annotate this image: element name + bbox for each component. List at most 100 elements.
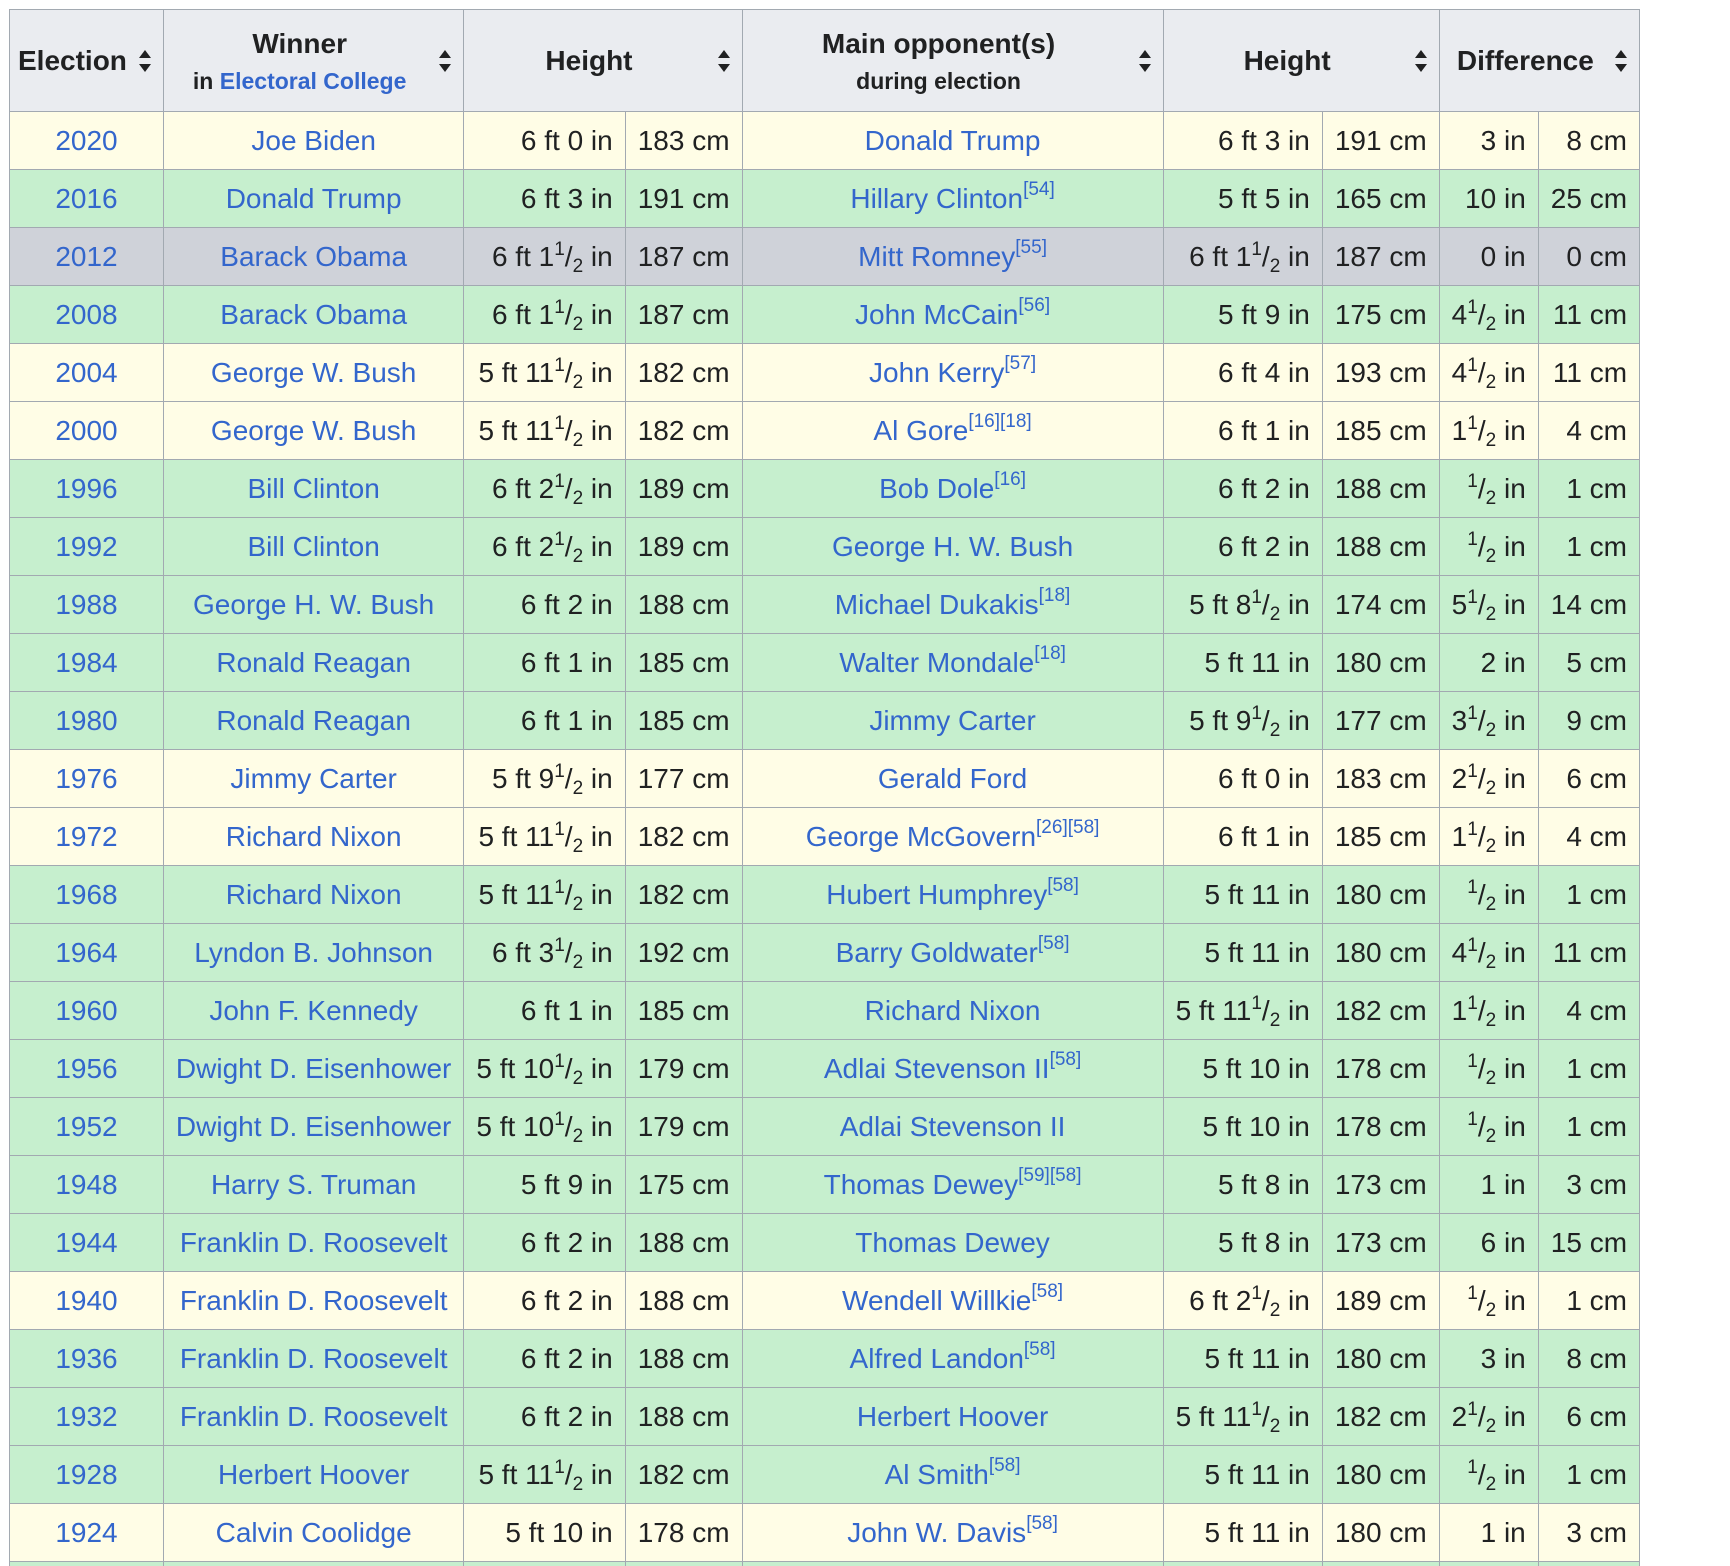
winner-link[interactable]: Richard Nixon [225,820,402,852]
reference-link[interactable]: [58] [1023,1338,1056,1360]
col-header-opponent-height[interactable]: Height [1162,9,1440,112]
election-year-link[interactable]: 2004 [55,356,118,388]
winner-link[interactable]: Lyndon B. Johnson [194,936,433,968]
opponent-link[interactable]: Adlai Stevenson II [823,1052,1050,1084]
reference-link[interactable]: [58] [1037,932,1070,954]
election-year-link[interactable]: 1924 [55,1516,118,1548]
reference-link[interactable]: [26][58] [1036,816,1100,838]
reference-link[interactable]: [16] [994,468,1026,490]
reference-link[interactable]: [58] [1049,1048,1082,1070]
winner-link[interactable]: Ronald Reagan [216,704,411,736]
opponent-link[interactable]: George McGovern [805,820,1037,852]
opponent-link[interactable]: John Kerry [869,356,1005,388]
election-year-link[interactable]: 2012 [55,240,118,272]
opponent-link[interactable]: Thomas Dewey [855,1226,1050,1258]
col-header-winner[interactable]: Winner in Electoral College [162,9,465,112]
winner-link[interactable]: Richard Nixon [225,878,402,910]
opponent-link[interactable]: Richard Nixon [864,994,1041,1026]
col-header-winner-height[interactable]: Height [463,9,743,112]
winner-link[interactable]: Dwight D. Eisenhower [175,1110,452,1142]
opponent-link[interactable]: Barry Goldwater [835,936,1038,968]
opponent-link[interactable]: Michael Dukakis [834,588,1039,620]
sort-arrows-icon[interactable] [137,48,153,74]
election-year-link[interactable]: 1936 [55,1342,118,1374]
election-year-link[interactable]: 1972 [55,820,118,852]
election-year-link[interactable]: 1948 [55,1168,118,1200]
election-year-link[interactable]: 2000 [55,414,118,446]
opponent-link[interactable]: John McCain [855,298,1019,330]
opponent-link[interactable]: Al Smith [884,1458,989,1490]
opponent-link[interactable]: Wendell Willkie [842,1284,1032,1316]
election-year-link[interactable]: 2008 [55,298,118,330]
winner-link[interactable]: Franklin D. Roosevelt [179,1342,448,1374]
election-year-link[interactable]: 1976 [55,762,118,794]
election-year-link[interactable]: 1992 [55,530,118,562]
election-year-link[interactable]: 1940 [55,1284,118,1316]
election-year-link[interactable]: 1984 [55,646,118,678]
winner-link[interactable]: Calvin Coolidge [215,1516,412,1548]
reference-link[interactable]: [16][18] [968,410,1032,432]
winner-link[interactable]: Barack Obama [220,240,408,272]
winner-link[interactable]: Joe Biden [251,124,376,156]
election-year-link[interactable]: 1964 [55,936,118,968]
winner-link[interactable]: Dwight D. Eisenhower [175,1052,452,1084]
election-year-link[interactable]: 1932 [55,1400,118,1432]
col-header-election[interactable]: Election [9,9,164,112]
winner-link[interactable]: George W. Bush [210,356,417,388]
winner-link[interactable]: Ronald Reagan [216,646,411,678]
election-year-link[interactable]: 1952 [55,1110,118,1142]
election-year-link[interactable]: 1928 [55,1458,118,1490]
election-year-link[interactable]: 1944 [55,1226,118,1258]
reference-link[interactable]: [54] [1023,178,1055,200]
opponent-link[interactable]: Adlai Stevenson II [839,1110,1066,1142]
opponent-link[interactable]: Thomas Dewey [823,1168,1019,1200]
opponent-link[interactable]: Walter Mondale [839,646,1035,678]
opponent-link[interactable]: Jimmy Carter [869,704,1036,736]
opponent-link[interactable]: Bob Dole [879,472,995,504]
election-year-link[interactable]: 1968 [55,878,118,910]
election-year-link[interactable]: 1956 [55,1052,118,1084]
reference-link[interactable]: [58] [988,1454,1021,1476]
opponent-link[interactable]: Hillary Clinton [850,182,1024,214]
election-year-link[interactable]: 1996 [55,472,118,504]
opponent-link[interactable]: Herbert Hoover [856,1400,1049,1432]
sort-arrows-icon[interactable] [1137,48,1153,74]
opponent-link[interactable]: Gerald Ford [877,762,1028,794]
winner-link[interactable]: Harry S. Truman [210,1168,417,1200]
winner-link[interactable]: Barack Obama [220,298,408,330]
winner-link[interactable]: Bill Clinton [247,530,380,562]
winner-link[interactable]: George W. Bush [210,414,417,446]
sort-arrows-icon[interactable] [1413,48,1429,74]
sort-arrows-icon[interactable] [1613,48,1629,74]
reference-link[interactable]: [56] [1018,294,1051,316]
opponent-link[interactable]: George H. W. Bush [831,530,1074,562]
election-year-link[interactable]: 2016 [55,182,118,214]
winner-link[interactable]: Franklin D. Roosevelt [179,1226,448,1258]
election-year-link[interactable]: 1980 [55,704,118,736]
reference-link[interactable]: [55] [1015,236,1047,258]
reference-link[interactable]: [59][58] [1018,1164,1082,1186]
election-year-link[interactable]: 2020 [55,124,118,156]
opponent-link[interactable]: John W. Davis [847,1516,1027,1548]
sort-arrows-icon[interactable] [437,48,453,74]
winner-link[interactable]: Herbert Hoover [217,1458,410,1490]
reference-link[interactable]: [58] [1026,1512,1058,1534]
reference-link[interactable]: [58] [1047,874,1079,896]
winner-link[interactable]: Jimmy Carter [230,762,397,794]
winner-link[interactable]: George H. W. Bush [193,588,435,620]
col-header-difference[interactable]: Difference [1438,9,1641,112]
electoral-college-link[interactable]: Electoral College [219,67,407,94]
election-year-link[interactable]: 1960 [55,994,118,1026]
winner-link[interactable]: Donald Trump [225,182,402,214]
opponent-link[interactable]: Mitt Romney [858,240,1016,272]
election-year-link[interactable]: 1988 [55,588,118,620]
winner-link[interactable]: Bill Clinton [247,472,380,504]
reference-link[interactable]: [18] [1034,642,1066,664]
sort-arrows-icon[interactable] [716,48,732,74]
opponent-link[interactable]: Hubert Humphrey [826,878,1048,910]
opponent-link[interactable]: Alfred Landon [849,1342,1024,1374]
winner-link[interactable]: Franklin D. Roosevelt [179,1284,448,1316]
winner-link[interactable]: Franklin D. Roosevelt [179,1400,448,1432]
winner-link[interactable]: John F. Kennedy [209,994,418,1026]
col-header-opponent[interactable]: Main opponent(s) during election [741,9,1164,112]
